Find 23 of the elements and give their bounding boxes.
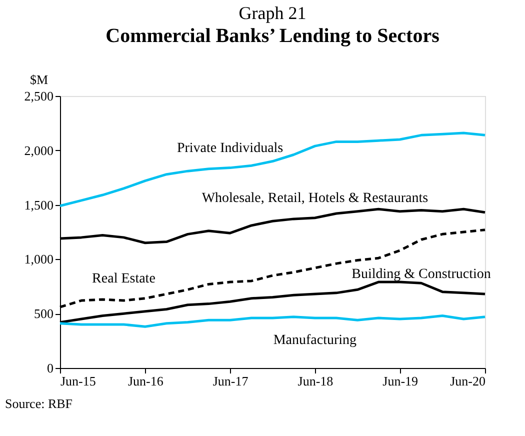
x-tick-label: Jun-17 bbox=[212, 374, 249, 388]
y-tick-label: 2,000 bbox=[24, 142, 54, 158]
x-tick-label: Jun-20 bbox=[450, 374, 486, 388]
y-axis-title: $M bbox=[30, 72, 48, 87]
line-series bbox=[58, 132, 486, 208]
y-tick-label: 0 bbox=[47, 360, 54, 376]
chart-subtitle: Commercial Banks’ Lending to Sectors bbox=[106, 25, 440, 47]
series-label: Manufacturing bbox=[273, 332, 357, 348]
y-tick-label: 2,500 bbox=[24, 88, 54, 104]
y-tick-label: 500 bbox=[34, 306, 54, 322]
x-tick-label: Jun-15 bbox=[60, 374, 96, 388]
y-tick-label: 1,500 bbox=[24, 197, 54, 212]
source-note: Source: RBF bbox=[5, 396, 73, 411]
y-tick-label: 1,000 bbox=[24, 252, 54, 267]
x-tick-label: Jun-16 bbox=[128, 374, 164, 388]
chart-title: Graph 21 bbox=[238, 3, 306, 23]
line-series bbox=[58, 314, 486, 328]
series-label: Wholesale, Retail, Hotels & Restaurants bbox=[202, 190, 428, 206]
x-tick-label: Jun-18 bbox=[298, 374, 334, 388]
series-label: Private Individuals bbox=[176, 140, 284, 156]
x-tick-label: Jun-19 bbox=[382, 374, 418, 388]
series-label: Real Estate bbox=[92, 272, 156, 287]
series-label: Building & Construction bbox=[352, 267, 491, 282]
